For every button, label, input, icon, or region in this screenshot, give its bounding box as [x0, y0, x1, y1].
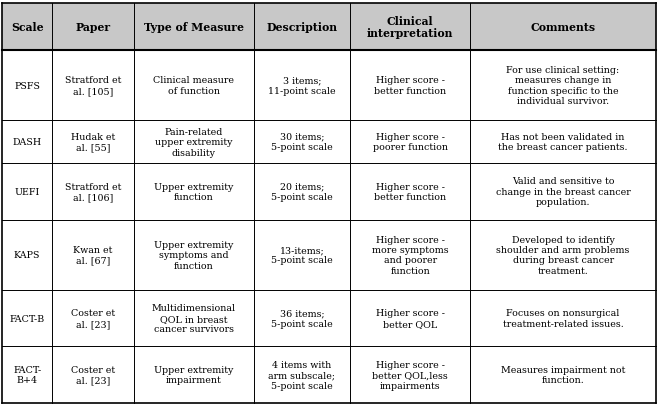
- Bar: [2, 347, 52, 403]
- Text: Higher score -
better function: Higher score - better function: [374, 76, 446, 96]
- Text: 36 items;
5-point scale: 36 items; 5-point scale: [271, 309, 333, 328]
- Bar: [2, 220, 52, 290]
- Text: Stratford et
al. [105]: Stratford et al. [105]: [64, 76, 121, 96]
- Text: Higher score -
better QOL,less
impairments: Higher score - better QOL,less impairmen…: [372, 360, 448, 390]
- Text: Kwan et
al. [67]: Kwan et al. [67]: [73, 245, 113, 265]
- Bar: [350, 121, 470, 164]
- Bar: [134, 347, 253, 403]
- Text: DASH: DASH: [13, 138, 41, 147]
- Text: 20 items;
5-point scale: 20 items; 5-point scale: [271, 182, 333, 202]
- Text: Comments: Comments: [530, 22, 595, 33]
- Text: UEFI: UEFI: [14, 188, 39, 196]
- Bar: [134, 220, 253, 290]
- Text: Coster et
al. [23]: Coster et al. [23]: [71, 365, 115, 384]
- Text: Focuses on nonsurgical
treatment-related issues.: Focuses on nonsurgical treatment-related…: [503, 309, 624, 328]
- Text: FACT-B: FACT-B: [9, 314, 45, 323]
- Text: FACT-
B+4: FACT- B+4: [13, 365, 41, 384]
- Text: KAPS: KAPS: [14, 251, 40, 260]
- Bar: [2, 4, 52, 51]
- Bar: [52, 4, 134, 51]
- Bar: [134, 164, 253, 220]
- Bar: [253, 4, 350, 51]
- Bar: [253, 347, 350, 403]
- Bar: [52, 290, 134, 347]
- Bar: [2, 290, 52, 347]
- Text: Upper extremity
symptoms and
function: Upper extremity symptoms and function: [154, 240, 233, 270]
- Text: Hudak et
al. [55]: Hudak et al. [55]: [71, 132, 115, 152]
- Text: 30 items;
5-point scale: 30 items; 5-point scale: [271, 132, 333, 152]
- Bar: [350, 290, 470, 347]
- Bar: [470, 347, 656, 403]
- Bar: [134, 51, 253, 121]
- Bar: [470, 290, 656, 347]
- Text: Coster et
al. [23]: Coster et al. [23]: [71, 309, 115, 328]
- Bar: [134, 290, 253, 347]
- Text: Type of Measure: Type of Measure: [143, 22, 243, 33]
- Bar: [52, 121, 134, 164]
- Bar: [134, 121, 253, 164]
- Bar: [253, 220, 350, 290]
- Bar: [350, 347, 470, 403]
- Bar: [470, 51, 656, 121]
- Text: Upper extremity
impairment: Upper extremity impairment: [154, 365, 233, 384]
- Text: Higher score -
better function: Higher score - better function: [374, 182, 446, 202]
- Bar: [52, 51, 134, 121]
- Text: Measures impairment not
function.: Measures impairment not function.: [501, 365, 625, 384]
- Text: 3 items;
11-point scale: 3 items; 11-point scale: [268, 76, 336, 96]
- Text: Developed to identify
shoulder and arm problems
during breast cancer
treatment.: Developed to identify shoulder and arm p…: [496, 235, 630, 275]
- Bar: [350, 4, 470, 51]
- Text: Scale: Scale: [11, 22, 43, 33]
- Text: 13-items;
5-point scale: 13-items; 5-point scale: [271, 245, 333, 265]
- Text: PSFS: PSFS: [14, 81, 40, 90]
- Text: Pain-related
upper extremity
disability: Pain-related upper extremity disability: [155, 128, 232, 157]
- Text: Clinical
interpretation: Clinical interpretation: [367, 15, 453, 39]
- Text: Has not been validated in
the breast cancer patients.: Has not been validated in the breast can…: [498, 132, 628, 152]
- Bar: [2, 164, 52, 220]
- Text: Paper: Paper: [76, 22, 111, 33]
- Bar: [470, 220, 656, 290]
- Bar: [350, 51, 470, 121]
- Text: Upper extremity
function: Upper extremity function: [154, 182, 233, 202]
- Text: For use clinical setting:
measures change in
function specific to the
individual: For use clinical setting: measures chang…: [507, 66, 620, 106]
- Text: Higher score -
poorer function: Higher score - poorer function: [373, 132, 447, 152]
- Bar: [253, 290, 350, 347]
- Bar: [52, 164, 134, 220]
- Text: 4 items with
arm subscale;
5-point scale: 4 items with arm subscale; 5-point scale: [268, 360, 336, 390]
- Bar: [350, 164, 470, 220]
- Bar: [253, 121, 350, 164]
- Bar: [2, 51, 52, 121]
- Bar: [350, 220, 470, 290]
- Text: Valid and sensitive to
change in the breast cancer
population.: Valid and sensitive to change in the bre…: [495, 177, 630, 207]
- Text: Higher score -
more symptoms
and poorer
function: Higher score - more symptoms and poorer …: [372, 235, 449, 275]
- Text: Higher score -
better QOL: Higher score - better QOL: [376, 309, 445, 328]
- Bar: [470, 121, 656, 164]
- Bar: [253, 164, 350, 220]
- Bar: [470, 164, 656, 220]
- Text: Clinical measure
of function: Clinical measure of function: [153, 76, 234, 96]
- Bar: [2, 121, 52, 164]
- Bar: [52, 347, 134, 403]
- Bar: [470, 4, 656, 51]
- Bar: [52, 220, 134, 290]
- Text: Stratford et
al. [106]: Stratford et al. [106]: [64, 182, 121, 202]
- Bar: [134, 4, 253, 51]
- Text: Multidimensional
QOL in breast
cancer survivors: Multidimensional QOL in breast cancer su…: [151, 303, 236, 333]
- Bar: [253, 51, 350, 121]
- Text: Description: Description: [266, 22, 338, 33]
